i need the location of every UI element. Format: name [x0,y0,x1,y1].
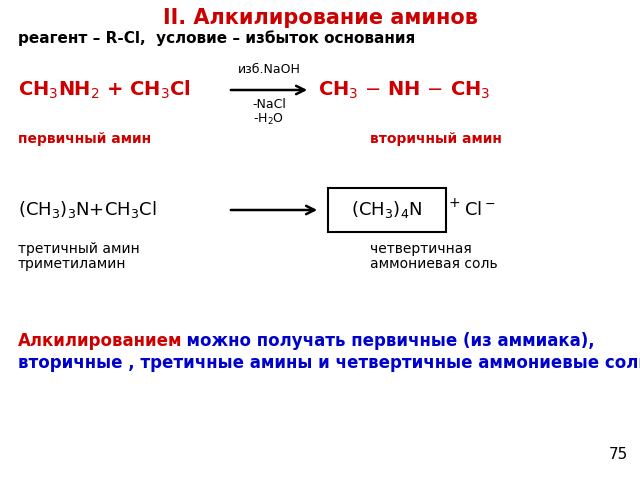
Text: первичный амин: первичный амин [18,132,151,146]
Text: CH$_3$NH$_2$ + CH$_3$Cl: CH$_3$NH$_2$ + CH$_3$Cl [18,79,191,101]
Text: +: + [448,196,460,210]
Text: (CH$_3$)$_4$N: (CH$_3$)$_4$N [351,200,422,220]
Text: Cl$^-$: Cl$^-$ [464,201,495,219]
Text: Алкилированием: Алкилированием [18,332,182,350]
Text: третичный амин: третичный амин [18,242,140,256]
Text: вторичные , третичные амины и четвертичные аммониевые соли.: вторичные , третичные амины и четвертичн… [18,354,640,372]
Bar [328,188,446,232]
Text: аммониевая соль: аммониевая соль [370,257,498,271]
Text: изб.NaOH: изб.NaOH [237,63,300,76]
Text: реагент – R-Cl,  условие – избыток основания: реагент – R-Cl, условие – избыток основа… [18,30,415,46]
Text: CH$_3$ $-$ NH $-$ CH$_3$: CH$_3$ $-$ NH $-$ CH$_3$ [318,79,490,101]
Text: -H$_2$O: -H$_2$O [253,112,285,127]
Text: 75: 75 [609,447,628,462]
Text: (CH$_3$)$_3$N+CH$_3$Cl: (CH$_3$)$_3$N+CH$_3$Cl [18,200,157,220]
Text: четвертичная: четвертичная [370,242,472,256]
Text: -NaCl: -NaCl [252,98,286,111]
Text: вторичный амин: вторичный амин [370,132,502,146]
Text: триметиламин: триметиламин [18,257,127,271]
Text: II. Алкилирование аминов: II. Алкилирование аминов [163,8,477,28]
Text: можно получать первичные (из аммиака),: можно получать первичные (из аммиака), [175,332,595,350]
